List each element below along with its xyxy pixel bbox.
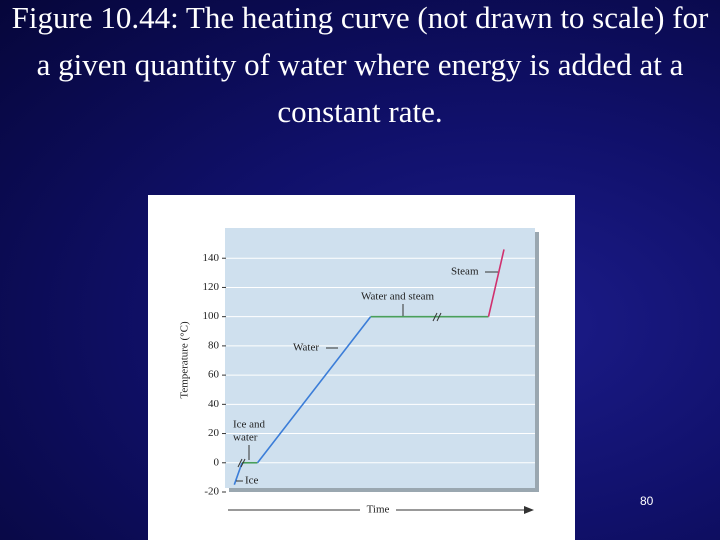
label-bg (360, 502, 396, 518)
y-tick-label: -20 (204, 486, 219, 498)
annotation: Ice and (233, 419, 266, 431)
y-tick-label: 100 (203, 310, 220, 322)
curve-segment (256, 316, 372, 464)
slide-title: Figure 10.44: The heating curve (not dra… (11, 0, 709, 129)
annotation: Water (293, 342, 319, 354)
y-tick-label: 80 (208, 339, 220, 351)
annotation: Water and steam (361, 291, 434, 303)
annotation: Ice (245, 475, 259, 487)
y-tick-label: 40 (208, 398, 220, 410)
break-mark (237, 312, 442, 468)
y-tick-label: 20 (208, 427, 220, 439)
y-tick-label: 120 (203, 281, 220, 293)
y-tick-label: 60 (208, 369, 220, 381)
x-axis-label: Time (367, 504, 390, 516)
y-axis-label: Temperature (°C) (179, 321, 191, 399)
page-number: 80 (640, 494, 654, 508)
annotation: water (233, 432, 258, 444)
y-tick-label: 0 (214, 456, 220, 468)
y-tick-label: 140 (203, 252, 220, 264)
annotation: Steam (451, 266, 479, 278)
plot-panel (225, 228, 535, 488)
arrow-head (524, 506, 534, 514)
curve-segment (487, 249, 505, 317)
